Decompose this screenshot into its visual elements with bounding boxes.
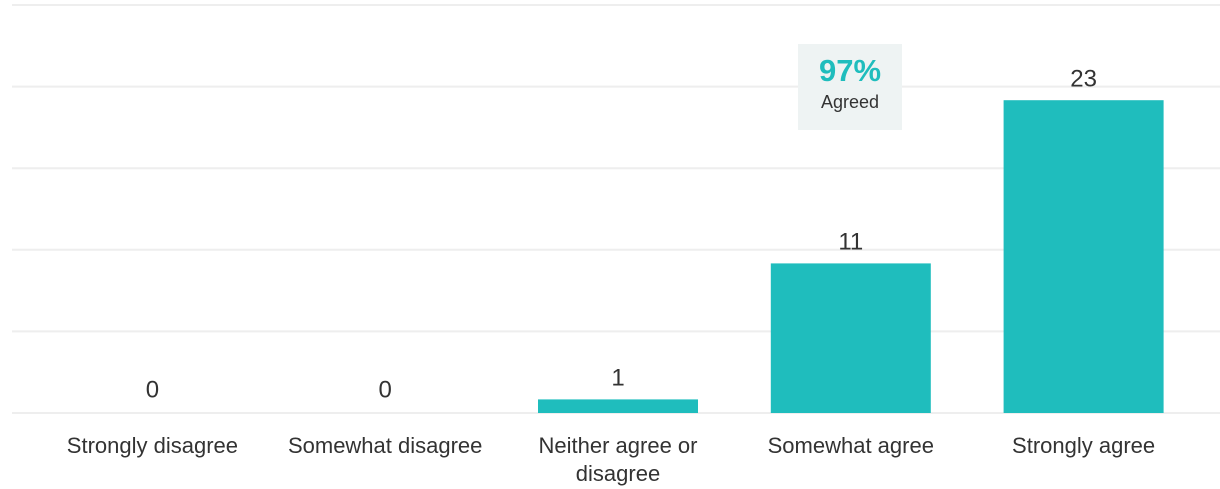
- value-label: 0: [146, 376, 159, 403]
- x-tick-label: Somewhat agree: [767, 433, 934, 458]
- annotation-value: 97%: [818, 53, 882, 88]
- bar: [770, 263, 931, 413]
- bar: [1003, 100, 1164, 413]
- bar: [538, 399, 698, 413]
- x-tick-label: Neither agree or disagree: [538, 433, 698, 486]
- value-label: 1: [611, 365, 624, 392]
- value-label: 0: [379, 376, 392, 403]
- x-tick-label: Somewhat disagree: [287, 433, 483, 458]
- annotation-label: Agreed: [820, 92, 880, 112]
- annotation-box: 97% Agreed: [798, 44, 902, 130]
- value-label: 11: [838, 229, 863, 256]
- value-label: 23: [1070, 66, 1097, 93]
- x-tick-label: Strongly agree: [1012, 433, 1156, 458]
- x-tick-label: Strongly disagree: [66, 433, 238, 458]
